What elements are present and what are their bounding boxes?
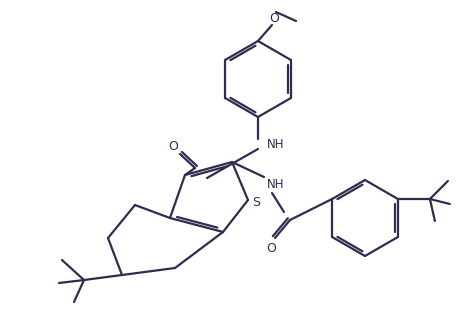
Text: NH: NH	[267, 138, 284, 151]
Text: O: O	[269, 11, 279, 24]
Text: S: S	[252, 196, 260, 209]
Text: NH: NH	[267, 178, 285, 191]
Text: O: O	[168, 140, 178, 153]
Text: O: O	[266, 242, 276, 255]
